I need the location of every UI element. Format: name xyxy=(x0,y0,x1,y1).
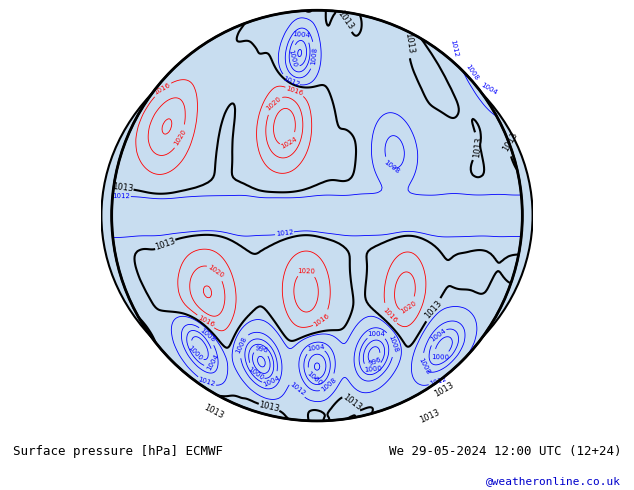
Point xyxy=(312,212,322,220)
Text: 1004: 1004 xyxy=(306,344,325,352)
Text: 996: 996 xyxy=(368,356,383,367)
Text: 1004: 1004 xyxy=(262,375,281,388)
Point xyxy=(312,212,322,220)
Point xyxy=(312,212,322,220)
Text: 1000: 1000 xyxy=(363,365,382,373)
Point xyxy=(312,212,322,220)
Point xyxy=(312,212,322,220)
Point xyxy=(312,212,322,220)
Point xyxy=(312,212,322,220)
Text: 1016: 1016 xyxy=(381,306,398,323)
Text: 1016: 1016 xyxy=(197,315,215,328)
Text: 1020: 1020 xyxy=(174,128,188,147)
Point xyxy=(312,212,322,220)
Point xyxy=(312,212,322,220)
Point xyxy=(312,212,322,220)
Text: Surface pressure [hPa] ECMWF: Surface pressure [hPa] ECMWF xyxy=(13,445,223,458)
Point xyxy=(312,212,322,220)
Point xyxy=(312,212,322,220)
Text: 1020: 1020 xyxy=(207,264,224,278)
Text: 1004: 1004 xyxy=(292,31,311,38)
Text: @weatheronline.co.uk: @weatheronline.co.uk xyxy=(486,476,621,486)
Text: 1020: 1020 xyxy=(265,96,283,112)
Text: 1013: 1013 xyxy=(258,400,280,414)
Text: 1013: 1013 xyxy=(112,182,134,194)
Point xyxy=(312,212,322,220)
Point xyxy=(312,212,322,220)
Text: 1000: 1000 xyxy=(288,49,298,67)
Point xyxy=(312,212,322,220)
Text: 1013: 1013 xyxy=(501,131,519,153)
Point xyxy=(312,212,322,220)
Text: 1008: 1008 xyxy=(198,327,216,343)
Text: 1008: 1008 xyxy=(383,159,401,175)
Text: 1004: 1004 xyxy=(429,328,447,343)
Text: 1004: 1004 xyxy=(205,353,219,371)
Text: 1013: 1013 xyxy=(202,403,225,420)
Text: 1012: 1012 xyxy=(197,377,216,388)
Point xyxy=(312,212,322,220)
Text: 1020: 1020 xyxy=(297,268,315,274)
Text: 1016: 1016 xyxy=(313,312,331,327)
Text: 1012: 1012 xyxy=(429,376,448,387)
Text: 1016: 1016 xyxy=(153,82,172,96)
Point xyxy=(312,212,322,220)
Text: 1000: 1000 xyxy=(305,370,323,386)
Point xyxy=(312,212,322,220)
Text: We 29-05-2024 12:00 UTC (12+24): We 29-05-2024 12:00 UTC (12+24) xyxy=(389,445,621,458)
Point xyxy=(312,212,322,220)
Point xyxy=(312,212,322,220)
Point xyxy=(312,212,322,220)
Text: 1013: 1013 xyxy=(335,8,355,31)
Text: 1000: 1000 xyxy=(247,366,265,381)
Text: 1013: 1013 xyxy=(153,237,177,252)
Text: 1013: 1013 xyxy=(418,408,441,424)
Point xyxy=(312,212,322,220)
Point xyxy=(312,212,322,220)
Point xyxy=(312,212,322,220)
Text: 1012: 1012 xyxy=(288,381,306,397)
Point xyxy=(312,212,322,220)
Text: 1008: 1008 xyxy=(465,63,479,81)
Text: 1004: 1004 xyxy=(480,82,498,96)
Text: 1013: 1013 xyxy=(432,381,455,399)
Point xyxy=(312,212,322,220)
Point xyxy=(312,212,322,220)
Point xyxy=(312,212,322,220)
Point xyxy=(312,212,322,220)
Text: 1000: 1000 xyxy=(431,354,450,361)
Point xyxy=(312,212,322,220)
Point xyxy=(312,212,322,220)
Text: 1012: 1012 xyxy=(275,229,294,237)
Text: 1008: 1008 xyxy=(320,377,337,393)
Text: 1008: 1008 xyxy=(235,335,248,354)
Point xyxy=(312,212,322,220)
Text: 1013: 1013 xyxy=(423,299,444,320)
Point xyxy=(312,212,322,220)
Text: 1013: 1013 xyxy=(403,32,415,54)
Text: 1008: 1008 xyxy=(417,357,430,376)
Text: 1008: 1008 xyxy=(387,334,399,353)
Text: 1008: 1008 xyxy=(310,47,318,65)
Point xyxy=(312,212,322,220)
Point xyxy=(312,212,322,220)
Text: 1016: 1016 xyxy=(285,85,304,97)
Point xyxy=(312,212,322,220)
Ellipse shape xyxy=(112,10,522,421)
Text: 1012: 1012 xyxy=(112,194,131,199)
Point xyxy=(312,212,322,220)
Text: 1013: 1013 xyxy=(341,393,363,413)
Text: 1012: 1012 xyxy=(281,75,301,88)
Ellipse shape xyxy=(101,26,533,405)
Text: 1012: 1012 xyxy=(449,39,458,57)
Text: 1013: 1013 xyxy=(472,136,484,158)
Text: 996: 996 xyxy=(254,345,268,354)
Point xyxy=(312,212,322,220)
Point xyxy=(312,212,322,220)
Text: 1004: 1004 xyxy=(367,331,385,337)
Text: 1000: 1000 xyxy=(187,344,204,361)
Text: 1024: 1024 xyxy=(280,136,298,150)
Point xyxy=(312,212,322,220)
Text: 1020: 1020 xyxy=(399,300,418,315)
